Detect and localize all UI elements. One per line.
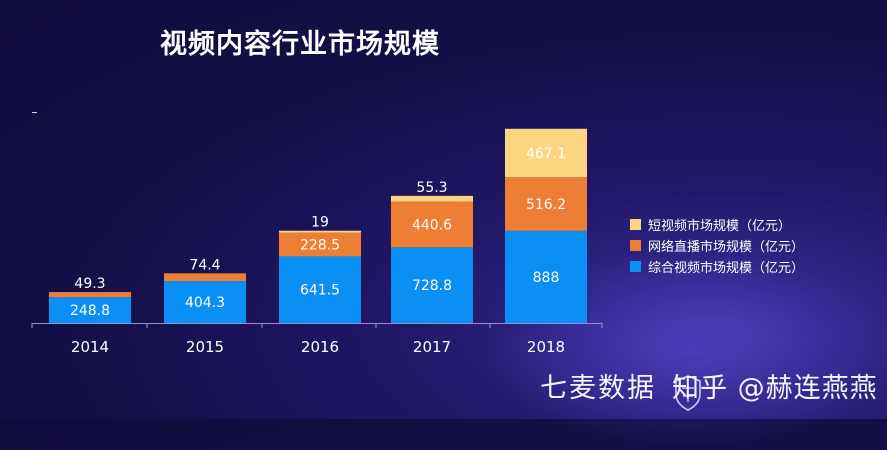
bar-2017-series-1 (391, 201, 473, 248)
bar-2014-series-0 (49, 297, 131, 323)
stacked-bar-chart: 248.8 49.3 2014 404.3 74.4 2015 641.5 228.5 19 20… (31, 128, 603, 356)
legend-swatch-series-1 (630, 240, 641, 251)
data-label-2014-series-1: 49.3 (74, 276, 105, 292)
legend-item-series-2: 短视频市场规模（亿元） (630, 214, 804, 235)
data-label-2017-series-0: 728.8 (412, 278, 452, 294)
legend-swatch-series-0 (630, 261, 641, 272)
data-label-2014-series-0: 248.8 (70, 303, 110, 319)
x-tick-label-2017: 2017 (413, 338, 451, 356)
legend-item-series-1: 网络直播市场规模（亿元） (630, 235, 804, 256)
axis-tick-mark (32, 112, 37, 113)
data-label-2018-series-0: 888 (533, 270, 560, 286)
data-label-2017-series-1: 440.6 (412, 217, 452, 233)
legend-label-series-1: 网络直播市场规模（亿元） (648, 240, 805, 255)
shield-logo-icon (675, 375, 701, 411)
bar-2018-series-0 (505, 230, 587, 323)
bar-2015-series-1 (164, 273, 246, 282)
bar-2016-series-1 (279, 232, 361, 257)
bar-2018-series-1 (505, 177, 587, 231)
data-label-2018-series-1: 516.2 (526, 197, 566, 213)
data-label-2016-series-1: 228.5 (300, 238, 340, 254)
x-tick-label-2018: 2018 (527, 338, 565, 356)
data-label-2015-series-1: 74.4 (189, 257, 220, 273)
bar-2016-series-2 (279, 230, 361, 233)
x-tick-label-2015: 2015 (186, 338, 224, 356)
chart-legend: 短视频市场规模（亿元） 网络直播市场规模（亿元） 综合视频市场规模（亿元） (630, 214, 804, 277)
bar-2015-series-0 (164, 281, 246, 323)
bar-2017-series-0 (391, 247, 473, 323)
legend-label-series-0: 综合视频市场规模（亿元） (648, 261, 805, 276)
bar-2014-series-1 (49, 292, 131, 298)
bar-2016-series-0 (279, 256, 361, 323)
bar-2018-series-2 (505, 128, 587, 178)
data-label-2016-series-2: 19 (311, 215, 329, 231)
legend-swatch-series-2 (630, 219, 641, 230)
legend-label-series-2: 短视频市场规模（亿元） (648, 219, 792, 234)
bar-2017-series-2 (391, 195, 473, 202)
x-tick-label-2016: 2016 (301, 338, 339, 356)
watermark-zhihu: 知乎 @赫连燕燕 (672, 373, 878, 404)
watermark-qimai: 七麦数据 (540, 373, 656, 404)
data-label-2017-series-2: 55.3 (416, 180, 447, 196)
x-tick-label-2014: 2014 (71, 338, 109, 356)
legend-item-series-0: 综合视频市场规模（亿元） (630, 256, 804, 277)
data-label-2016-series-0: 641.5 (300, 283, 340, 299)
data-label-2018-series-2: 467.1 (526, 146, 566, 162)
data-label-2015-series-0: 404.3 (185, 295, 225, 311)
chart-title: 视频内容行业市场规模 (160, 29, 440, 60)
